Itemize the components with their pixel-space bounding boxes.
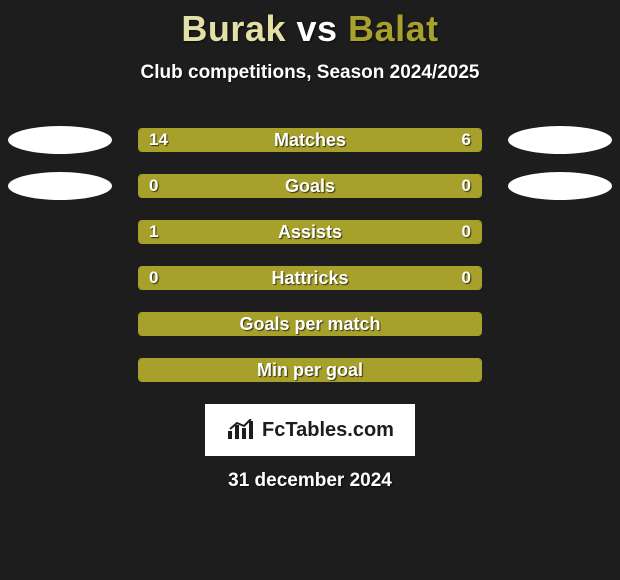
player1-badge: [8, 126, 112, 154]
title-player1: Burak: [181, 8, 286, 49]
stat-bar-right: [310, 267, 481, 289]
title-player2: Balat: [348, 8, 439, 49]
stat-bar-left: [139, 267, 310, 289]
stat-bar-right: [402, 221, 481, 243]
subtitle: Club competitions, Season 2024/2025: [0, 62, 620, 84]
date-text: 31 december 2024: [0, 470, 620, 492]
player1-badge: [8, 172, 112, 200]
stat-bar: Goals00: [138, 174, 482, 198]
stat-bar-left: [139, 359, 481, 381]
stat-row: Goals00: [0, 174, 620, 198]
fctables-logo[interactable]: FcTables.com: [205, 404, 415, 456]
stat-row: Assists10: [0, 220, 620, 244]
stat-bar-left: [139, 175, 310, 197]
stat-bar-left: [139, 313, 481, 335]
page-root: Burak vs Balat Club competitions, Season…: [0, 0, 620, 580]
stat-bar: Assists10: [138, 220, 482, 244]
stat-row: Min per goal: [0, 358, 620, 382]
logo-text: FcTables.com: [262, 419, 394, 442]
player2-badge: [508, 172, 612, 200]
stat-bar: Matches146: [138, 128, 482, 152]
stat-rows: Matches146 Goals00 Assists10 Hattricks00 Goa…: [0, 128, 620, 382]
stat-bar-right: [368, 129, 481, 151]
player2-badge: [508, 126, 612, 154]
stat-bar-left: [139, 129, 368, 151]
stat-row: Hattricks00: [0, 266, 620, 290]
stat-bar: Goals per match: [138, 312, 482, 336]
stat-bar-left: [139, 221, 402, 243]
chart-icon: [226, 419, 256, 441]
page-title: Burak vs Balat: [0, 0, 620, 50]
stat-bar: Hattricks00: [138, 266, 482, 290]
stat-row: Goals per match: [0, 312, 620, 336]
title-vs: vs: [296, 8, 337, 49]
stat-bar-right: [310, 175, 481, 197]
stat-row: Matches146: [0, 128, 620, 152]
stat-bar: Min per goal: [138, 358, 482, 382]
